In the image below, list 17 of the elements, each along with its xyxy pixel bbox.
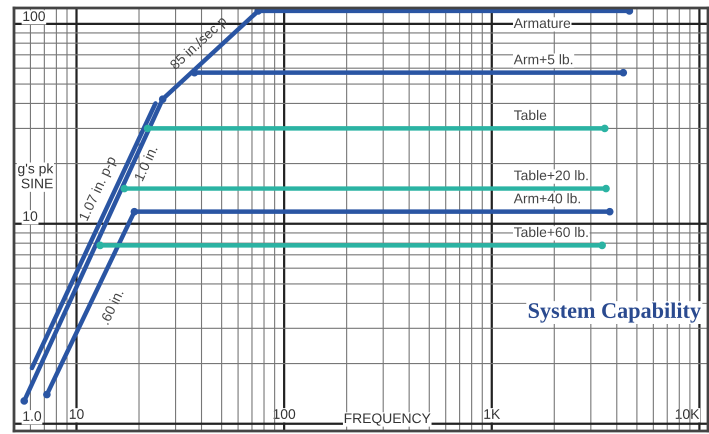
y-tick-label: 100 — [23, 11, 45, 22]
text: 1.07 in. p-p — [78, 155, 119, 222]
text: System Capability — [528, 302, 701, 323]
annotation: 1.0 in. — [134, 144, 158, 182]
x-axis-title: FREQUENCY — [344, 413, 431, 426]
y-tick-label: 1.0 — [23, 411, 42, 422]
series-label: Arm+5 lb. — [514, 54, 572, 64]
x-tick-label: 10 — [70, 409, 84, 419]
y-axis-title: g's pk SINE — [18, 163, 54, 188]
x-tick-label: 1K — [484, 409, 500, 419]
series-label: Arm+40 lb. — [514, 193, 580, 204]
series-label: Armature — [514, 18, 570, 28]
annotation: .60 in. — [99, 288, 124, 325]
series-label: Table+60 lb. — [514, 226, 588, 238]
series-label: Table+20 lb. — [514, 170, 588, 180]
y-tick-label: 10 — [23, 211, 38, 222]
series-label: Table — [514, 110, 546, 120]
